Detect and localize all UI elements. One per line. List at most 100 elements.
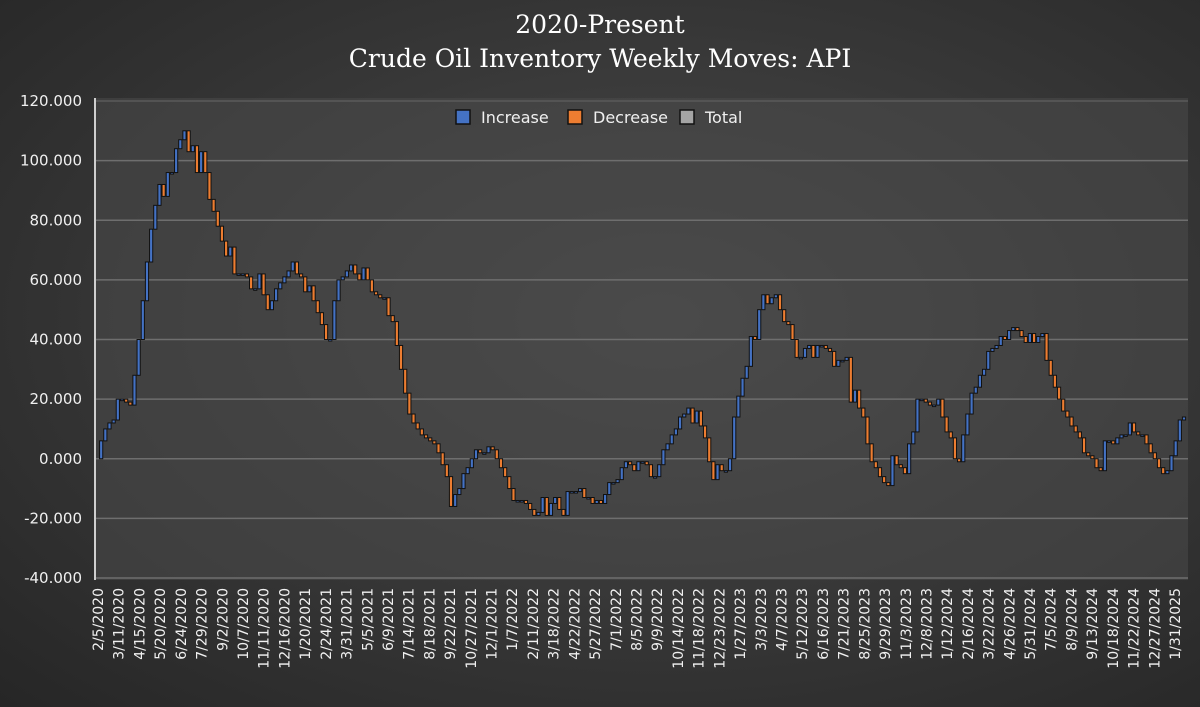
increase-bar bbox=[1123, 434, 1128, 437]
increase-bar bbox=[482, 452, 487, 455]
gridlines bbox=[95, 100, 1188, 579]
decrease-bar bbox=[353, 264, 358, 275]
decrease-bar bbox=[394, 321, 399, 346]
increase-bar bbox=[844, 356, 849, 361]
increase-bar bbox=[715, 464, 720, 481]
increase-bar bbox=[619, 467, 624, 481]
decrease-bar bbox=[186, 130, 191, 153]
decrease-bar bbox=[448, 476, 454, 507]
y-tick-label: 0.000 bbox=[39, 450, 82, 468]
increase-bar bbox=[973, 386, 978, 394]
increase-bar bbox=[107, 422, 112, 430]
x-tick-label: 9/2/2020 bbox=[215, 588, 231, 651]
decrease-bar bbox=[365, 267, 370, 281]
decrease-bar bbox=[357, 273, 362, 281]
decrease-bar bbox=[698, 410, 703, 427]
increase-bar bbox=[115, 398, 120, 421]
increase-bar bbox=[665, 443, 670, 451]
decrease-bar bbox=[311, 285, 316, 302]
increase-bar bbox=[199, 151, 204, 174]
increase-bar bbox=[661, 449, 666, 466]
decrease-bar bbox=[752, 336, 758, 340]
increase-bar bbox=[111, 419, 116, 424]
x-tick-label: 9/29/2023 bbox=[878, 588, 894, 660]
increase-bar bbox=[119, 398, 125, 402]
increase-bar bbox=[573, 491, 579, 494]
decrease-bar bbox=[632, 464, 637, 472]
increase-bar bbox=[732, 416, 737, 460]
x-tick-label: 4/26/2024 bbox=[1002, 588, 1018, 660]
increase-bar bbox=[344, 270, 349, 278]
x-tick-label: 12/16/2020 bbox=[277, 588, 293, 669]
decrease-bar bbox=[1086, 452, 1091, 457]
decrease-bar bbox=[690, 407, 695, 424]
y-tick-label: 120.000 bbox=[20, 92, 82, 110]
x-tick-label: 4/7/2023 bbox=[774, 588, 790, 651]
decrease-bar bbox=[848, 356, 853, 403]
decrease-bar bbox=[886, 482, 891, 487]
x-tick-label: 2/5/2020 bbox=[91, 588, 107, 651]
decrease-bar bbox=[244, 273, 250, 278]
decrease-bar bbox=[423, 434, 429, 439]
increase-bar bbox=[290, 261, 295, 272]
x-tick-label: 3/3/2023 bbox=[754, 588, 770, 651]
decrease-bar bbox=[1019, 330, 1024, 338]
increase-bar bbox=[623, 461, 629, 469]
bars bbox=[99, 130, 1187, 516]
increase-bar bbox=[673, 428, 678, 436]
decrease-bar bbox=[294, 261, 299, 275]
increase-bar bbox=[798, 356, 803, 360]
increase-bar bbox=[603, 494, 608, 504]
increase-bar bbox=[328, 339, 333, 342]
decrease-bar bbox=[952, 437, 958, 460]
decrease-bar bbox=[865, 416, 870, 445]
x-tick-label: 10/7/2020 bbox=[236, 588, 252, 660]
increase-bar bbox=[936, 398, 941, 406]
decrease-bar bbox=[823, 344, 828, 349]
x-tick-label: 11/11/2020 bbox=[257, 588, 273, 669]
decrease-bar bbox=[523, 499, 529, 504]
increase-bar bbox=[473, 449, 479, 460]
x-tick-label: 5/12/2023 bbox=[795, 588, 811, 660]
increase-bar bbox=[694, 410, 699, 424]
increase-bar bbox=[890, 455, 895, 487]
increase-bar bbox=[915, 398, 920, 433]
decrease-bar bbox=[1094, 458, 1099, 469]
increase-bar bbox=[540, 497, 545, 513]
increase-bar bbox=[340, 276, 345, 281]
x-tick-label: 9/9/2022 bbox=[650, 588, 666, 651]
increase-bar bbox=[994, 344, 999, 349]
decrease-bar bbox=[719, 464, 724, 472]
increase-bar bbox=[278, 282, 283, 290]
x-tick-label: 6/16/2023 bbox=[816, 588, 832, 660]
decrease-bar bbox=[507, 476, 512, 490]
decrease-bar bbox=[432, 440, 437, 445]
decrease-bar bbox=[944, 416, 949, 433]
increase-bar bbox=[769, 297, 774, 305]
increase-bar bbox=[332, 300, 337, 340]
x-tick-label: 6/9/2021 bbox=[381, 588, 397, 651]
decrease-bar bbox=[786, 321, 791, 326]
x-tick-label: 11/22/2024 bbox=[1127, 588, 1143, 669]
increase-bar bbox=[240, 273, 245, 276]
increase-bar bbox=[1119, 434, 1124, 439]
chart-subtitle: Crude Oil Inventory Weekly Moves: API bbox=[349, 44, 851, 73]
chart-title: 2020-Present bbox=[515, 10, 684, 39]
increase-bar bbox=[269, 300, 275, 311]
increase-bar bbox=[274, 288, 279, 302]
decrease-bar bbox=[702, 425, 708, 439]
x-tick-label: 8/5/2022 bbox=[630, 588, 646, 651]
y-tick-label: 60.000 bbox=[30, 271, 83, 289]
decrease-bar bbox=[532, 508, 537, 516]
decrease-bar bbox=[1065, 410, 1070, 418]
x-tick-label: 8/9/2024 bbox=[1064, 588, 1080, 651]
decrease-bar bbox=[373, 291, 379, 296]
decrease-bar bbox=[544, 497, 549, 516]
increase-bar bbox=[182, 130, 187, 141]
increase-bar bbox=[986, 350, 991, 370]
increase-bar bbox=[565, 491, 570, 516]
decrease-bar bbox=[440, 452, 445, 466]
increase-bar bbox=[932, 404, 937, 408]
increase-bar bbox=[1140, 434, 1145, 437]
increase-bar bbox=[748, 336, 753, 367]
